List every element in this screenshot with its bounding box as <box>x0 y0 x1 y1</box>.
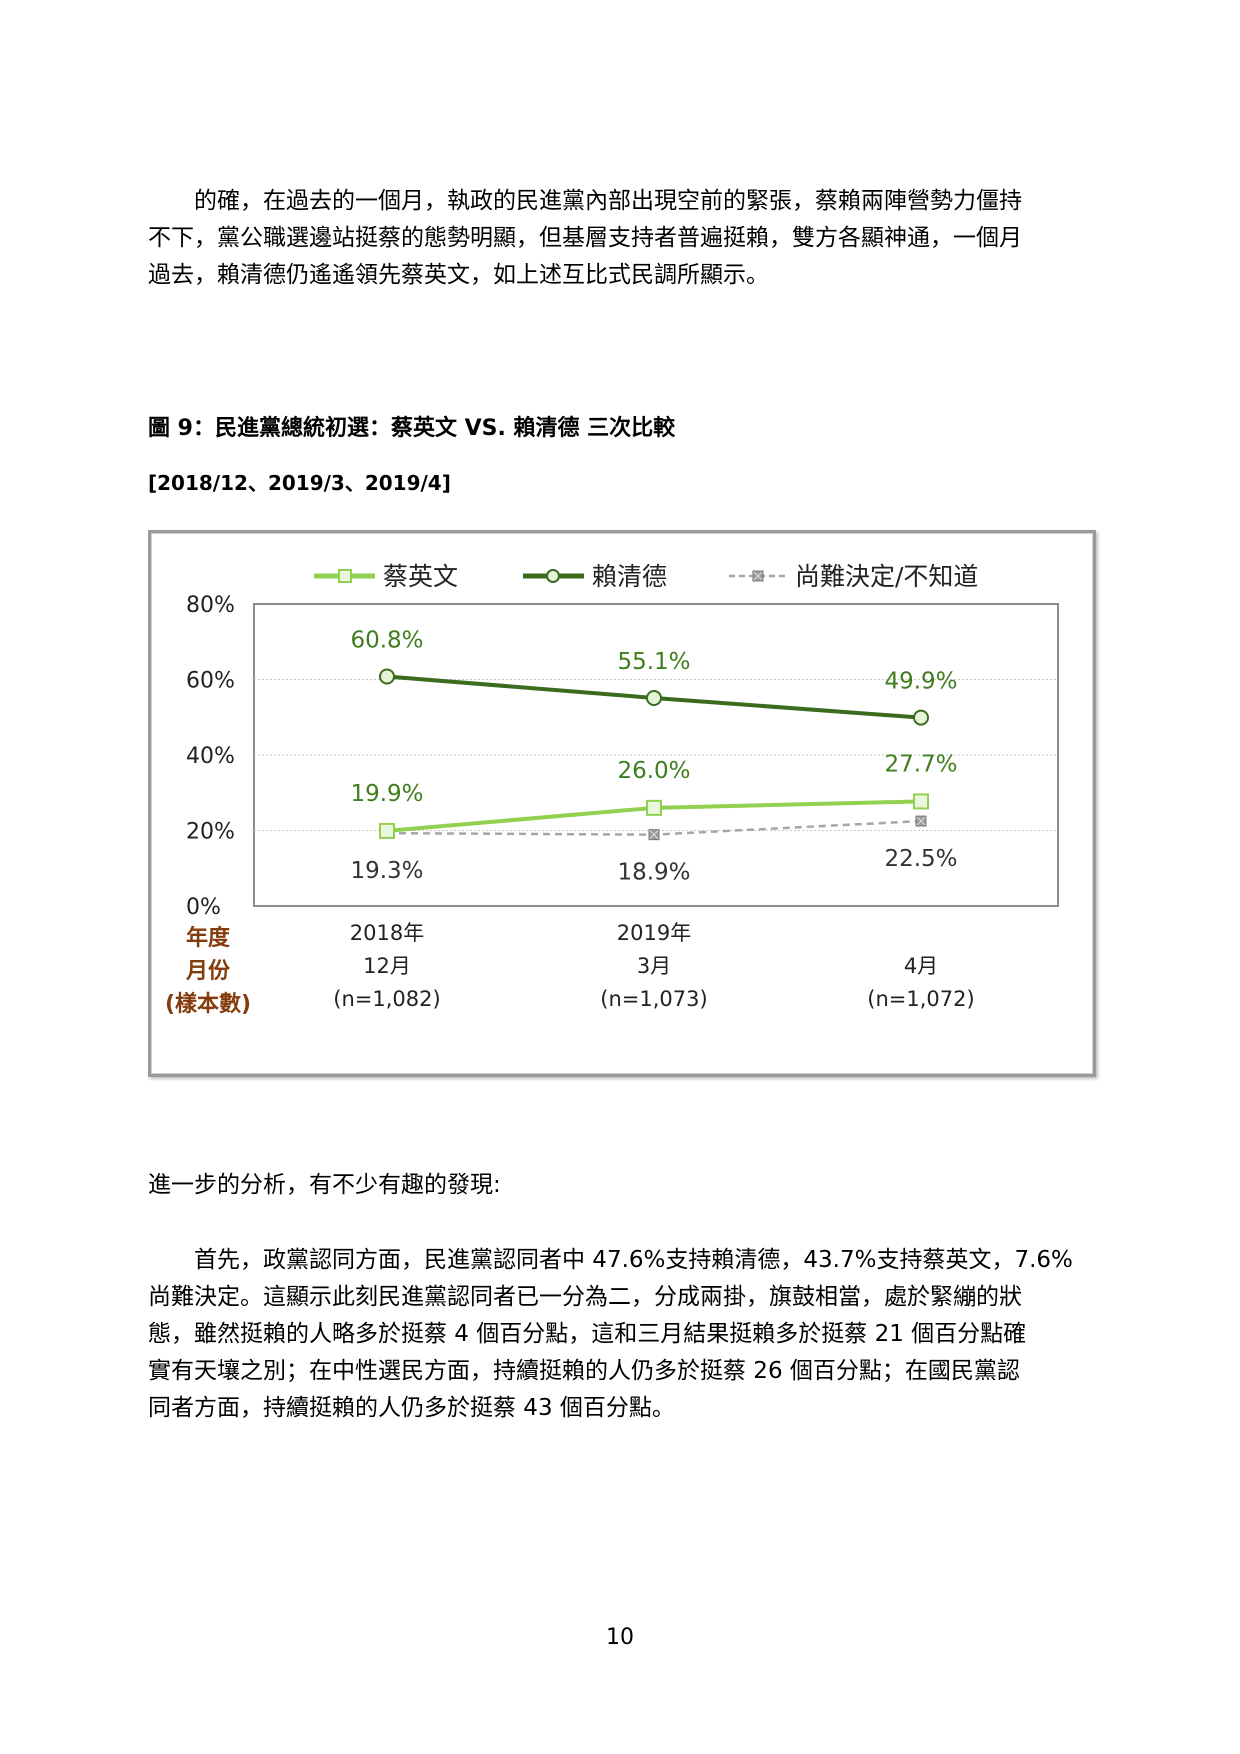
legend-marker-0 <box>338 569 352 583</box>
x-tick-label: 4月 <box>904 954 938 978</box>
legend-marker-1 <box>546 569 560 583</box>
data-point <box>913 709 929 726</box>
legend-label: 尚難決定/不知道 <box>795 562 978 591</box>
data-point-cross <box>649 830 659 840</box>
chart-frame: 0% 20% 40% 60% 80% 蔡英文 賴清德 尚難決定/不知道 60.8% 55.1% 49… <box>148 530 1096 1077</box>
analysis-line: 實有天壤之別；在中性選民方面，持續挺賴的人仍多於挺蔡 26 個百分點；在國民黨認 <box>148 1358 1020 1384</box>
row-header-label: (樣本數) <box>165 991 251 1017</box>
y-tick-label: 0% <box>186 895 221 920</box>
data-label: 27.7% <box>884 751 957 777</box>
y-tick-label: 40% <box>186 744 235 769</box>
x-tick-label: (n=1,082) <box>333 987 440 1011</box>
analysis-line: 態，雖然挺賴的人略多於挺蔡 4 個百分點，這和三月結果挺賴多於挺蔡 21 個百分… <box>148 1321 1027 1347</box>
x-tick-label: 3月 <box>637 954 671 978</box>
intro-line: 的確，在過去的一個月，執政的民進黨內部出現空前的緊張，蔡賴兩陣營勢力僵持 <box>148 188 1022 214</box>
data-point <box>646 689 662 706</box>
further-analysis-heading: 進一步的分析，有不少有趣的發現: <box>148 1172 501 1198</box>
data-point-cross <box>916 816 926 826</box>
legend-label: 賴清德 <box>592 562 667 591</box>
data-point <box>646 799 662 816</box>
page-number: 10 <box>606 1625 634 1650</box>
x-tick-label: (n=1,072) <box>867 987 974 1011</box>
row-header-label: 月份 <box>185 959 231 984</box>
line-chart: 0% 20% 40% 60% 80% 蔡英文 賴清德 尚難決定/不知道 60.8% 55.1% 49… <box>165 562 1059 1017</box>
analysis-line: 同者方面，持續挺賴的人仍多於挺蔡 43 個百分點。 <box>148 1395 675 1421</box>
data-label: 49.9% <box>884 669 957 695</box>
analysis-paragraph: 首先，政黨認同方面，民進黨認同者中 47.6%支持賴清德，43.7%支持蔡英文，… <box>148 1242 1092 1427</box>
data-point <box>379 668 395 685</box>
data-point <box>913 793 929 810</box>
data-label: 26.0% <box>617 758 690 784</box>
intro-line: 不下，黨公職選邊站挺蔡的態勢明顯，但基層支持者普遍挺賴，雙方各顯神通，一個月 <box>148 225 1022 251</box>
legend-label: 蔡英文 <box>383 562 458 591</box>
x-tick-label: 2019年 <box>617 921 691 945</box>
data-label: 18.9% <box>617 860 690 886</box>
x-tick-label: 12月 <box>363 954 411 978</box>
y-tick-label: 60% <box>186 669 235 694</box>
row-header-label: 年度 <box>186 925 231 951</box>
data-label: 19.3% <box>350 858 423 884</box>
x-tick-label: (n=1,073) <box>600 987 707 1011</box>
figure-title: 圖 9：民進黨總統初選：蔡英文 VS. 賴清德 三次比較 <box>148 416 676 441</box>
data-point <box>379 822 395 839</box>
intro-line: 過去，賴清德仍遙遙領先蔡英文，如上述互比式民調所顯示。 <box>148 262 769 288</box>
analysis-line: 尚難決定。這顯示此刻民進黨認同者已一分為二，分成兩掛，旗鼓相當，處於緊繃的狀 <box>148 1284 1022 1310</box>
data-label: 22.5% <box>884 846 957 872</box>
data-label: 55.1% <box>617 649 690 675</box>
data-label: 19.9% <box>350 781 423 807</box>
y-tick-label: 20% <box>186 820 235 845</box>
figure-subtitle: [2018/12、2019/3、2019/4] <box>148 471 451 495</box>
data-label: 60.8% <box>350 627 423 653</box>
intro-paragraph: 的確，在過去的一個月，執政的民進黨內部出現空前的緊張，蔡賴兩陣營勢力僵持 不下，… <box>148 183 1092 294</box>
analysis-line: 首先，政黨認同方面，民進黨認同者中 47.6%支持賴清德，43.7%支持蔡英文，… <box>148 1247 1073 1273</box>
legend-marker-2-cross <box>753 571 763 581</box>
y-tick-label: 80% <box>186 593 235 618</box>
x-tick-label: 2018年 <box>350 921 424 945</box>
